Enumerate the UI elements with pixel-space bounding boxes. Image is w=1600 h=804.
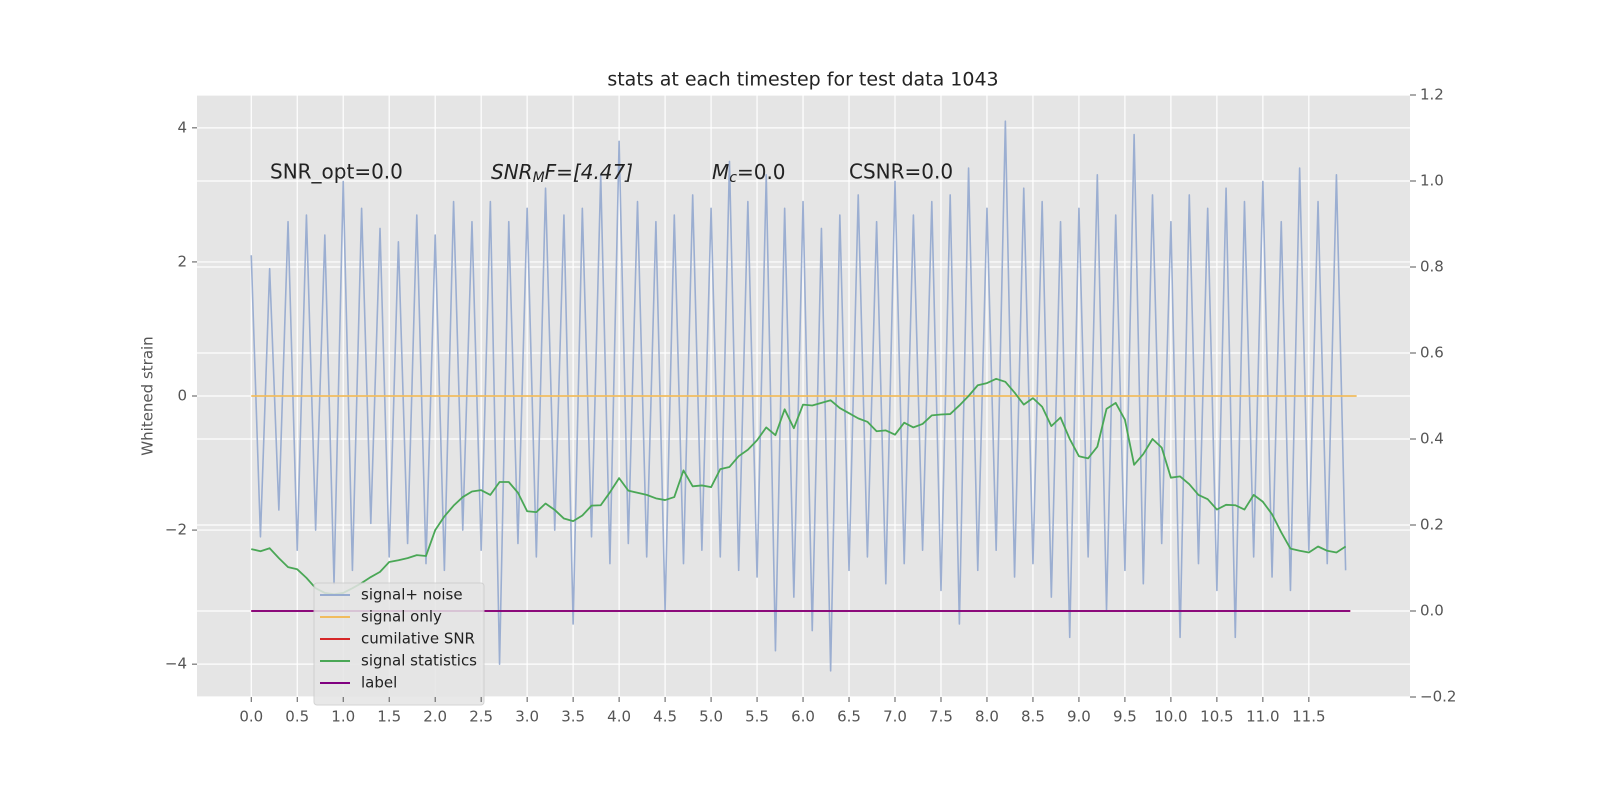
series-line: [251, 377, 1347, 596]
x-tick-label: 0.0: [239, 708, 263, 726]
x-tick-label: 6.0: [791, 708, 815, 726]
x-tick-label: 4.0: [607, 708, 631, 726]
y2-tick-label: 0.0: [1420, 602, 1444, 620]
annotation: SNRMF=[4.47]: [491, 160, 633, 187]
y2-tick-label: 0.6: [1420, 344, 1444, 362]
annotation-sub: M: [533, 170, 545, 186]
x-tick-label: 0.5: [285, 708, 309, 726]
x-tick-label: 4.5: [653, 708, 677, 726]
chart-title: stats at each timestep for test data 104…: [607, 69, 998, 91]
y-tick-label: 4: [177, 118, 187, 136]
legend-label: cumilative SNR: [361, 630, 475, 648]
x-tick-label: 6.5: [837, 708, 861, 726]
y-axis-label: Whitened strain: [139, 336, 157, 455]
legend-label: signal only: [361, 608, 442, 626]
legend-label: signal+ noise: [361, 586, 463, 604]
x-tick-label: 2.0: [423, 708, 447, 726]
annotation-part: M: [712, 160, 729, 184]
annotation: SNR_opt=0.0: [270, 160, 403, 184]
y2-tick-label: 1.0: [1420, 172, 1444, 190]
x-tick-label: 9.5: [1113, 708, 1137, 726]
legend-label: label: [361, 674, 397, 692]
y-tick-label: −2: [165, 521, 187, 539]
annotation: CSNR=0.0: [849, 160, 953, 184]
x-tick-label: 11.5: [1292, 708, 1325, 726]
legend-box: [313, 582, 485, 706]
x-tick-label: 3.0: [515, 708, 539, 726]
x-tick-label: 8.5: [1021, 708, 1045, 726]
x-tick-label: 5.0: [699, 708, 723, 726]
y-tick-label: −4: [165, 655, 187, 673]
x-tick-label: 3.5: [561, 708, 585, 726]
y-tick-label: 0: [177, 387, 187, 405]
x-tick-label: 7.5: [929, 708, 953, 726]
legend-label: signal statistics: [361, 652, 477, 670]
y2-tick-label: −0.2: [1420, 688, 1456, 706]
x-tick-label: 1.0: [331, 708, 355, 726]
annotation-part: =0.0: [737, 160, 786, 184]
x-tick-label: 7.0: [883, 708, 907, 726]
x-tick-label: 1.5: [377, 708, 401, 726]
x-tick-label: 5.5: [745, 708, 769, 726]
series-line: [250, 120, 1347, 672]
x-tick-label: 8.0: [975, 708, 999, 726]
x-tick-label: 11.0: [1246, 708, 1279, 726]
y2-tick-label: 0.4: [1420, 430, 1444, 448]
annotation-sub: c: [729, 170, 737, 186]
y2-tick-label: 0.8: [1420, 258, 1444, 276]
x-tick-label: 10.5: [1200, 708, 1233, 726]
annotation-part: F=[4.47]: [545, 160, 633, 184]
y2-tick-label: 0.2: [1420, 516, 1444, 534]
y-tick-label: 2: [177, 252, 187, 270]
x-tick-label: 2.5: [469, 708, 493, 726]
annotation-part: SNR: [491, 160, 533, 184]
legend: signal+ noise signal only cumilative SNR si…: [313, 582, 485, 706]
annotation: Mc=0.0: [712, 160, 786, 187]
x-tick-label: 9.0: [1067, 708, 1091, 726]
x-tick-label: 10.0: [1154, 708, 1187, 726]
y2-tick-label: 1.2: [1420, 86, 1444, 104]
